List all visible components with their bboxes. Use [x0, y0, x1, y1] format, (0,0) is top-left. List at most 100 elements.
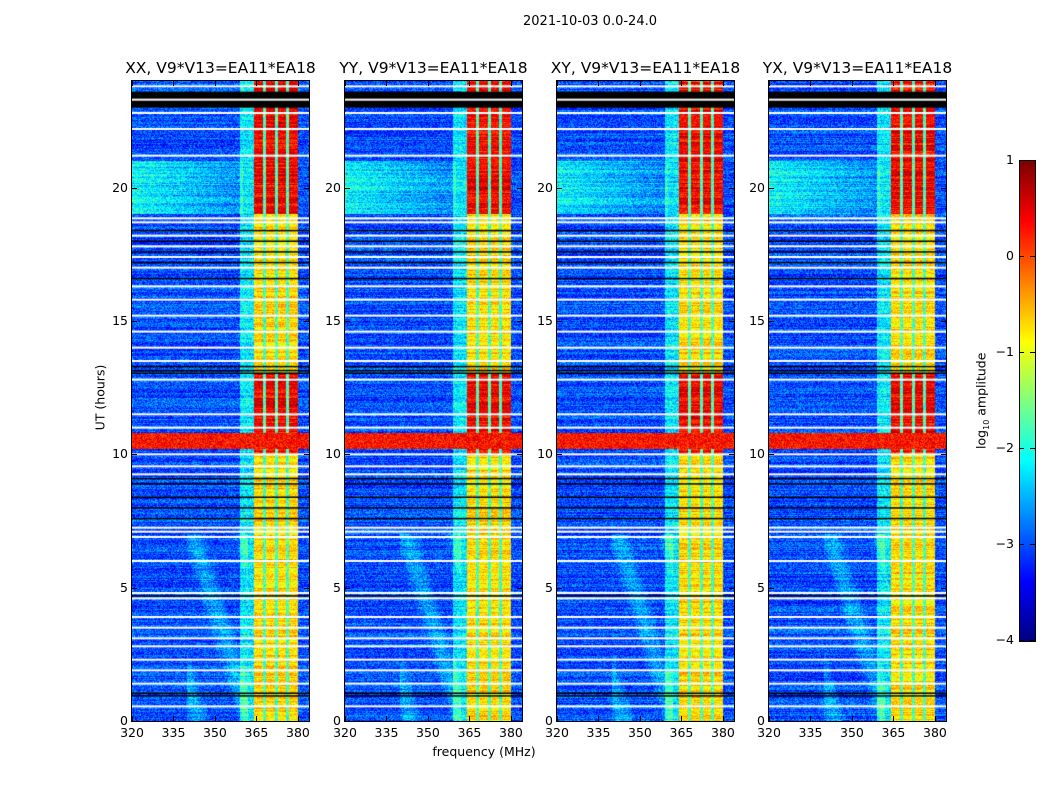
y-tick-label: 0 — [120, 713, 128, 728]
x-tick-label: 380 — [499, 725, 523, 740]
y-tick — [132, 587, 137, 589]
y-tick — [557, 587, 562, 589]
panel-title: YX, V9*V13=EA11*EA18 — [762, 59, 953, 77]
colorbar-tick-label: 0 — [1006, 248, 1014, 263]
x-tick — [297, 81, 299, 86]
y-tick — [557, 321, 562, 322]
colorbar-label-tail: amplitude — [973, 352, 989, 420]
x-tick — [893, 716, 895, 721]
y-tick-label: 0 — [545, 713, 553, 728]
y-tick — [557, 454, 562, 456]
y-tick — [132, 321, 137, 322]
colorbar-tick — [1030, 160, 1035, 161]
y-tick — [769, 721, 774, 722]
spectrogram-panel: YY, V9*V13=EA11*EA18 320 335 350 365 380 0 5 10 1… — [325, 59, 528, 740]
x-tick-label: 380 — [711, 725, 735, 740]
y-tick-label: 20 — [325, 179, 341, 195]
colorbar — [1019, 160, 1036, 642]
y-tick — [769, 187, 774, 189]
colorbar-tick — [1019, 352, 1024, 353]
y-tick — [769, 321, 774, 322]
x-tick-label: 365 — [457, 725, 482, 740]
spectrogram-image — [769, 81, 946, 721]
x-tick — [639, 716, 641, 721]
x-tick — [510, 81, 512, 86]
x-tick-label: 335 — [798, 725, 823, 740]
x-tick — [256, 81, 258, 86]
colorbar-tick — [1019, 640, 1024, 641]
x-tick — [934, 716, 936, 721]
x-tick-label: 380 — [286, 725, 310, 740]
x-tick — [557, 716, 558, 721]
x-axis-label: frequency (MHz) — [432, 744, 536, 759]
x-tick — [598, 716, 600, 721]
x-tick-label: 380 — [923, 725, 947, 740]
y-tick-label: 5 — [120, 579, 128, 595]
x-tick-label: 320 — [757, 725, 781, 740]
colorbar-label-sub: 10 — [981, 419, 991, 430]
y-tick-label: 15 — [112, 313, 128, 328]
spectrogram-panel: XY, V9*V13=EA11*EA18 320 335 350 365 380 0 5 10 1… — [537, 59, 740, 740]
x-tick — [510, 716, 512, 721]
y-tick-label: 10 — [325, 446, 341, 462]
colorbar-tick-label: −3 — [995, 536, 1014, 551]
x-tick-label: 335 — [161, 725, 186, 740]
x-tick — [345, 81, 346, 86]
x-tick-label: 365 — [669, 725, 694, 740]
colorbar-tick — [1019, 256, 1024, 257]
spectrogram-image — [557, 81, 734, 721]
x-tick — [173, 716, 175, 721]
x-tick — [256, 716, 258, 721]
spectrogram-image — [132, 81, 309, 721]
x-tick — [893, 81, 895, 86]
y-tick — [345, 587, 350, 589]
x-tick — [769, 81, 770, 86]
x-tick-label: 350 — [840, 725, 864, 740]
x-tick — [386, 716, 388, 721]
y-tick — [345, 721, 350, 722]
panel-title: YY, V9*V13=EA11*EA18 — [339, 59, 528, 77]
y-tick — [941, 321, 946, 322]
colorbar-tick-label: −4 — [995, 632, 1014, 647]
colorbar-tick — [1030, 544, 1035, 545]
y-tick-label: 5 — [757, 579, 765, 595]
y-tick — [132, 721, 137, 722]
x-tick — [427, 81, 429, 86]
x-tick — [173, 81, 175, 86]
colorbar-tick-label: −2 — [995, 440, 1014, 455]
x-tick — [214, 81, 216, 86]
colorbar-tick — [1019, 544, 1024, 545]
x-tick-label: 350 — [203, 725, 227, 740]
x-tick — [681, 716, 683, 721]
colorbar-tick — [1030, 640, 1035, 641]
y-tick-label: 15 — [749, 313, 765, 328]
x-tick — [297, 716, 299, 721]
y-tick-label: 10 — [112, 446, 128, 462]
colorbar-gradient — [1020, 161, 1035, 641]
colorbar-tick — [1030, 352, 1035, 353]
x-tick-label: 335 — [374, 725, 399, 740]
y-tick — [304, 321, 309, 322]
y-tick — [941, 187, 946, 189]
y-tick — [345, 321, 350, 322]
y-tick — [941, 721, 946, 722]
colorbar-tick — [1030, 256, 1035, 257]
x-tick — [639, 81, 641, 86]
y-tick — [345, 187, 350, 189]
x-tick-label: 350 — [628, 725, 652, 740]
x-tick — [598, 81, 600, 86]
y-tick-label: 5 — [545, 579, 553, 595]
panel-title: XY, V9*V13=EA11*EA18 — [550, 59, 741, 77]
y-tick — [729, 721, 734, 722]
y-tick-label: 20 — [537, 179, 553, 195]
x-tick — [769, 716, 770, 721]
x-tick — [214, 716, 216, 721]
x-tick — [469, 716, 471, 721]
x-tick — [722, 716, 724, 721]
y-tick — [304, 587, 309, 589]
x-tick-label: 320 — [545, 725, 569, 740]
y-tick-label: 15 — [325, 313, 341, 328]
x-tick — [427, 716, 429, 721]
x-tick-label: 350 — [416, 725, 440, 740]
y-tick — [729, 321, 734, 322]
